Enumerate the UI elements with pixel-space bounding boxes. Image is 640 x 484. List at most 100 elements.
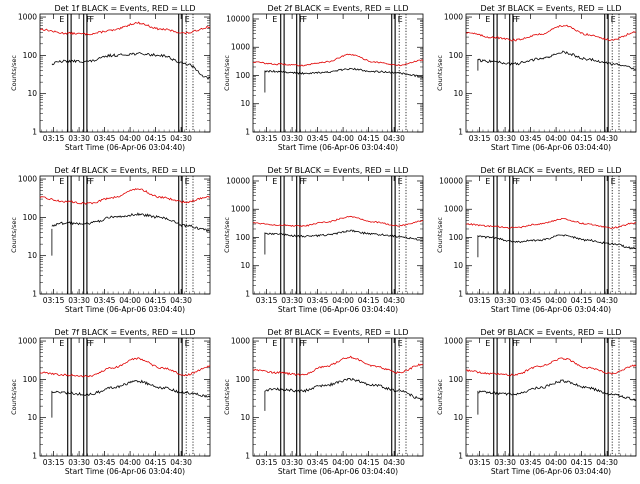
x-tick-label: 03:45 (307, 296, 329, 305)
x-axis-label: Start Time (06-Apr-06 03:04:40) (278, 467, 398, 476)
x-axis-label: Start Time (06-Apr-06 03:04:40) (491, 467, 611, 476)
y-tick-label: 1000 (444, 13, 463, 22)
y-tick-label: 1000 (231, 337, 250, 346)
y-tick-label: 1000 (444, 337, 463, 346)
detector-panel-6: Det 6f BLACK = Events, RED = LLD 1 10 100 10… (436, 166, 637, 314)
marker-letter-F: F (512, 177, 517, 186)
x-tick-label: 04:30 (170, 296, 192, 305)
marker-letter-E: E (272, 177, 277, 186)
x-tick-label: 03:30 (68, 296, 90, 305)
panel-title: Det 3f BLACK = Events, RED = LLD (480, 4, 621, 13)
y-tick-label: 1000 (18, 175, 37, 184)
x-tick-label: 04:15 (145, 296, 167, 305)
marker-letter-F: F (515, 15, 520, 24)
y-tick-label: 10 (240, 99, 250, 108)
x-tick-label: 04:15 (571, 458, 593, 467)
y-tick-label: 100 (449, 375, 464, 384)
marker-letter-E: E (611, 15, 616, 24)
marker-letter-E: E (272, 15, 277, 24)
y-tick-label: 1 (245, 290, 250, 299)
y-tick-label: 1 (32, 128, 37, 137)
detector-panel-7: Det 7f BLACK = Events, RED = LLD 1 10 100 10… (10, 328, 211, 476)
panel-title: Det 4f BLACK = Events, RED = LLD (54, 166, 195, 175)
y-tick-label: 100 (236, 233, 251, 242)
y-axis-label: Counts/sec (223, 217, 231, 253)
x-tick-label: 04:00 (332, 296, 354, 305)
x-tick-label: 03:30 (494, 296, 516, 305)
x-tick-label: 03:30 (494, 458, 516, 467)
y-tick-label: 10000 (439, 176, 463, 185)
marker-letter-E: E (611, 177, 616, 186)
y-tick-label: 10 (27, 413, 37, 422)
x-tick-label: 04:00 (119, 134, 141, 143)
plot-frame (465, 13, 637, 133)
x-tick-label: 03:30 (68, 458, 90, 467)
y-tick-label: 1 (245, 452, 250, 461)
panel-title: Det 8f BLACK = Events, RED = LLD (267, 328, 408, 337)
y-tick-label: 1 (32, 290, 37, 299)
x-tick-label: 04:00 (545, 296, 567, 305)
detector-panel-5: Det 5f BLACK = Events, RED = LLD 1 10 100 10… (223, 166, 424, 314)
marker-letter-F: F (512, 15, 517, 24)
detector-panel-2: Det 2f BLACK = Events, RED = LLD 1 10 100 10… (223, 4, 424, 152)
marker-letter-F: F (299, 339, 304, 348)
marker-letter-F: F (299, 15, 304, 24)
marker-letter-E: E (398, 15, 403, 24)
lld-series-line (39, 188, 211, 205)
x-tick-label: 03:45 (520, 458, 542, 467)
y-axis-label: Counts/sec (10, 217, 18, 253)
marker-letter-E: E (398, 339, 403, 348)
y-axis-label: Counts/sec (436, 55, 444, 91)
lld-series-line (252, 53, 424, 67)
y-axis-label: Counts/sec (223, 379, 231, 415)
events-series-line (264, 377, 424, 402)
marker-letter-F: F (89, 15, 94, 24)
x-tick-label: 03:15 (469, 458, 491, 467)
marker-letter-F: F (512, 339, 517, 348)
x-tick-label: 04:00 (119, 296, 141, 305)
y-tick-label: 10 (453, 413, 463, 422)
marker-letter-E: E (485, 177, 490, 186)
x-tick-label: 04:30 (383, 296, 405, 305)
x-tick-label: 04:00 (119, 458, 141, 467)
detector-panel-9: Det 9f BLACK = Events, RED = LLD 1 10 100 10… (436, 328, 637, 476)
x-tick-label: 04:15 (145, 458, 167, 467)
panel-title: Det 2f BLACK = Events, RED = LLD (267, 4, 408, 13)
x-tick-label: 04:15 (358, 458, 380, 467)
marker-letter-F: F (515, 339, 520, 348)
x-tick-label: 03:45 (94, 296, 116, 305)
y-axis-label: Counts/sec (436, 379, 444, 415)
x-axis-label: Start Time (06-Apr-06 03:04:40) (278, 143, 398, 152)
x-tick-label: 04:00 (545, 458, 567, 467)
x-tick-label: 03:45 (94, 458, 116, 467)
y-tick-label: 100 (236, 375, 251, 384)
x-tick-label: 04:00 (545, 134, 567, 143)
y-tick-label: 10 (453, 261, 463, 270)
y-axis-label: Counts/sec (223, 55, 231, 91)
x-tick-label: 04:00 (332, 458, 354, 467)
x-tick-label: 03:30 (281, 296, 303, 305)
y-tick-label: 1000 (444, 205, 463, 214)
y-tick-label: 1 (32, 452, 37, 461)
y-tick-label: 10 (240, 261, 250, 270)
marker-letter-E: E (59, 177, 64, 186)
x-tick-label: 04:30 (383, 458, 405, 467)
x-tick-label: 04:30 (170, 134, 192, 143)
marker-letter-F: F (89, 177, 94, 186)
lld-series-line (466, 217, 637, 229)
y-tick-label: 1 (458, 128, 463, 137)
events-series-line (51, 52, 211, 80)
marker-letter-F: F (302, 177, 307, 186)
y-tick-label: 1000 (18, 13, 37, 22)
y-tick-label: 1000 (231, 43, 250, 52)
marker-letter-E: E (611, 339, 616, 348)
x-tick-label: 03:15 (43, 134, 65, 143)
y-tick-label: 1000 (231, 205, 250, 214)
x-axis-label: Start Time (06-Apr-06 03:04:40) (65, 143, 185, 152)
panel-title: Det 6f BLACK = Events, RED = LLD (480, 166, 621, 175)
detector-panel-3: Det 3f BLACK = Events, RED = LLD 1 10 100 10… (436, 4, 637, 152)
y-axis-label: Counts/sec (10, 55, 18, 91)
y-tick-label: 1 (458, 290, 463, 299)
marker-letter-F: F (302, 15, 307, 24)
